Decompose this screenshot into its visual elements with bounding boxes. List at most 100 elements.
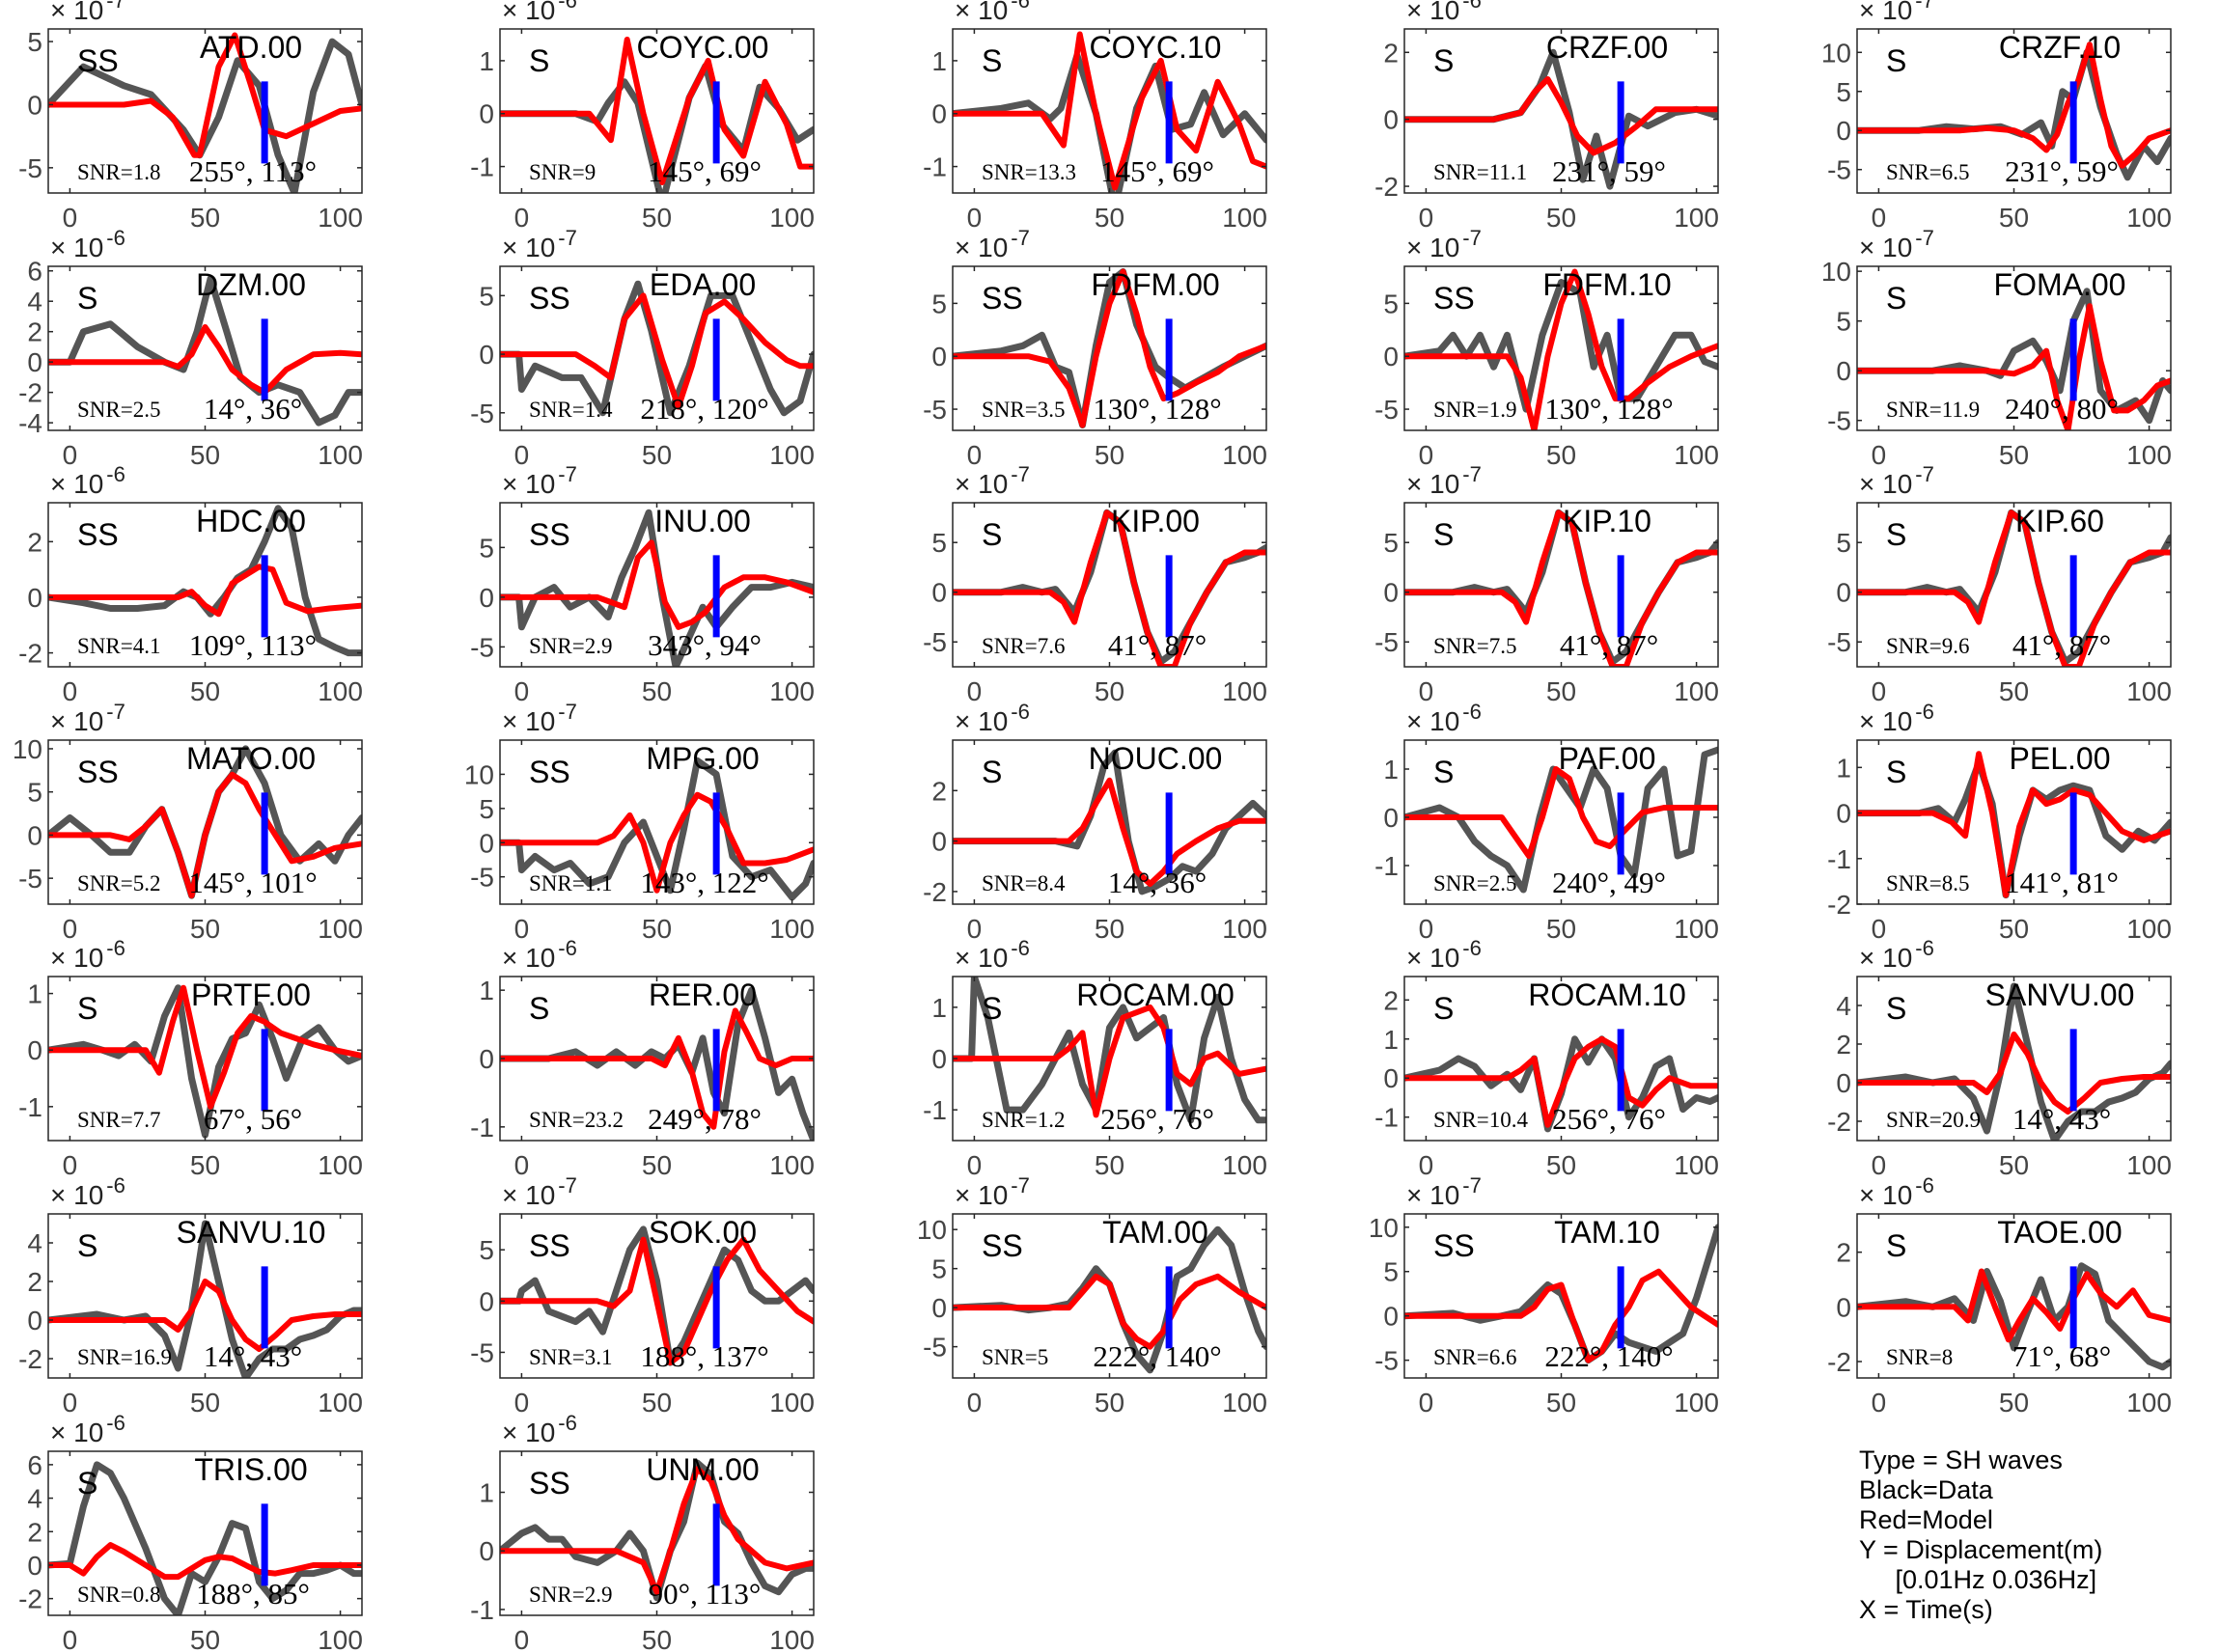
y-exponent-label: × 10 -6 bbox=[955, 0, 1030, 25]
x-tick-label: 0 bbox=[967, 440, 983, 470]
phase-label: SS bbox=[529, 281, 570, 316]
phase-label: SS bbox=[529, 517, 570, 552]
phase-label: SS bbox=[77, 755, 119, 789]
y-tick-label: 10 bbox=[464, 759, 494, 789]
azimuth-label: 343°, 94° bbox=[648, 628, 762, 662]
x-tick-label: 100 bbox=[1674, 914, 1719, 944]
x-tick-label: 100 bbox=[318, 676, 363, 706]
data-trace bbox=[48, 38, 362, 193]
data-trace bbox=[953, 977, 1266, 1124]
x-tick-label: 50 bbox=[190, 676, 220, 706]
phase-label: S bbox=[1886, 755, 1906, 789]
x-tick-label: 0 bbox=[63, 676, 78, 706]
y-tick-label: 0 bbox=[931, 1293, 947, 1323]
panel-rer-00: 1 0 -1 0 50 100 × 10 -6 S RER.00 SNR=23.2 249°, 78° bbox=[470, 936, 815, 1180]
station-label: FDFM.00 bbox=[1091, 267, 1219, 302]
station-label: PRTF.00 bbox=[191, 977, 311, 1012]
snr-label: SNR=5.2 bbox=[77, 871, 160, 895]
y-tick-label: 2 bbox=[931, 776, 947, 806]
y-exponent-label: × 10 -7 bbox=[1859, 0, 1934, 25]
x-tick-label: 100 bbox=[2126, 203, 2172, 233]
y-tick-label: 10 bbox=[1369, 1213, 1399, 1243]
x-tick-label: 0 bbox=[63, 914, 78, 944]
y-tick-label: 0 bbox=[479, 1536, 494, 1566]
y-tick-label: 5 bbox=[931, 289, 947, 318]
legend-line-band: [0.01Hz 0.036Hz] bbox=[1859, 1565, 2097, 1594]
station-label: SANVU.00 bbox=[1985, 977, 2135, 1012]
y-exponent-label: × 10 -6 bbox=[50, 936, 125, 973]
azimuth-label: 130°, 128° bbox=[1093, 392, 1221, 426]
x-tick-label: 100 bbox=[2126, 914, 2172, 944]
y-tick-label: 4 bbox=[1836, 991, 1851, 1021]
y-tick-label: 0 bbox=[479, 583, 494, 613]
x-tick-label: 50 bbox=[190, 1388, 220, 1418]
azimuth-label: 240°, 80° bbox=[2005, 392, 2119, 426]
y-exponent-label: × 10 -6 bbox=[1406, 700, 1482, 736]
y-tick-label: -1 bbox=[923, 1095, 947, 1125]
snr-label: SNR=8.5 bbox=[1886, 871, 1969, 895]
x-tick-label: 0 bbox=[63, 1625, 78, 1652]
y-tick-label: -5 bbox=[18, 153, 42, 183]
y-tick-label: -2 bbox=[1827, 1107, 1851, 1137]
x-tick-label: 50 bbox=[642, 676, 672, 706]
phase-label: S bbox=[982, 517, 1002, 552]
y-tick-label: -5 bbox=[1827, 155, 1851, 185]
y-tick-label: -5 bbox=[470, 632, 494, 662]
y-tick-label: 1 bbox=[479, 46, 494, 76]
station-label: KIP.00 bbox=[1111, 504, 1200, 538]
azimuth-label: 222°, 140° bbox=[1544, 1339, 1673, 1373]
y-exponent-label: × 10 -7 bbox=[502, 700, 577, 736]
station-label: TAM.00 bbox=[1102, 1215, 1208, 1250]
y-tick-label: -5 bbox=[1374, 627, 1399, 657]
y-tick-label: 0 bbox=[479, 1044, 494, 1074]
station-label: PAF.00 bbox=[1559, 741, 1656, 776]
y-tick-label: 0 bbox=[27, 1035, 42, 1065]
y-exponent-label: × 10 -6 bbox=[50, 1411, 125, 1447]
x-tick-label: 50 bbox=[1999, 676, 2029, 706]
model-trace bbox=[500, 1466, 814, 1595]
y-tick-label: -4 bbox=[18, 408, 42, 438]
phase-label: S bbox=[529, 991, 549, 1026]
station-label: RER.00 bbox=[649, 977, 757, 1012]
azimuth-label: 145°, 101° bbox=[188, 866, 317, 899]
y-tick-label: -5 bbox=[1827, 406, 1851, 436]
y-tick-label: -1 bbox=[923, 152, 947, 182]
x-tick-label: 100 bbox=[2126, 676, 2172, 706]
snr-label: SNR=4.1 bbox=[77, 634, 160, 658]
x-tick-label: 50 bbox=[1095, 1388, 1124, 1418]
x-tick-label: 0 bbox=[514, 1388, 530, 1418]
x-tick-label: 50 bbox=[190, 1150, 220, 1180]
legend-line-model: Red=Model bbox=[1859, 1505, 1993, 1534]
x-tick-label: 50 bbox=[642, 914, 672, 944]
x-tick-label: 50 bbox=[190, 1625, 220, 1652]
x-tick-label: 50 bbox=[190, 203, 220, 233]
station-label: CRZF.10 bbox=[1999, 30, 2121, 65]
y-tick-label: -1 bbox=[18, 1092, 42, 1122]
azimuth-label: 109°, 113° bbox=[189, 628, 317, 662]
x-tick-label: 100 bbox=[1222, 1150, 1267, 1180]
y-tick-label: 10 bbox=[1821, 257, 1851, 287]
x-tick-label: 100 bbox=[769, 1150, 815, 1180]
azimuth-label: 141°, 81° bbox=[2005, 866, 2119, 899]
y-exponent-label: × 10 -7 bbox=[1859, 462, 1934, 499]
x-tick-label: 100 bbox=[318, 914, 363, 944]
model-trace bbox=[48, 32, 362, 158]
azimuth-label: 145°, 69° bbox=[1100, 154, 1214, 188]
x-tick-label: 100 bbox=[1222, 676, 1267, 706]
panel-hdc-00: 2 0 -2 0 50 100 × 10 -6 SS HDC.00 SNR=4.1 109°, 113… bbox=[18, 462, 363, 706]
phase-label: SS bbox=[1433, 281, 1475, 316]
y-tick-label: -1 bbox=[1374, 851, 1399, 881]
y-exponent-label: × 10 -7 bbox=[955, 1173, 1030, 1210]
x-tick-label: 0 bbox=[514, 203, 530, 233]
x-tick-label: 100 bbox=[769, 440, 815, 470]
y-tick-label: 10 bbox=[917, 1215, 947, 1245]
x-tick-label: 0 bbox=[1419, 203, 1434, 233]
phase-label: S bbox=[1433, 517, 1454, 552]
model-trace bbox=[1404, 509, 1718, 667]
x-tick-label: 100 bbox=[318, 1150, 363, 1180]
